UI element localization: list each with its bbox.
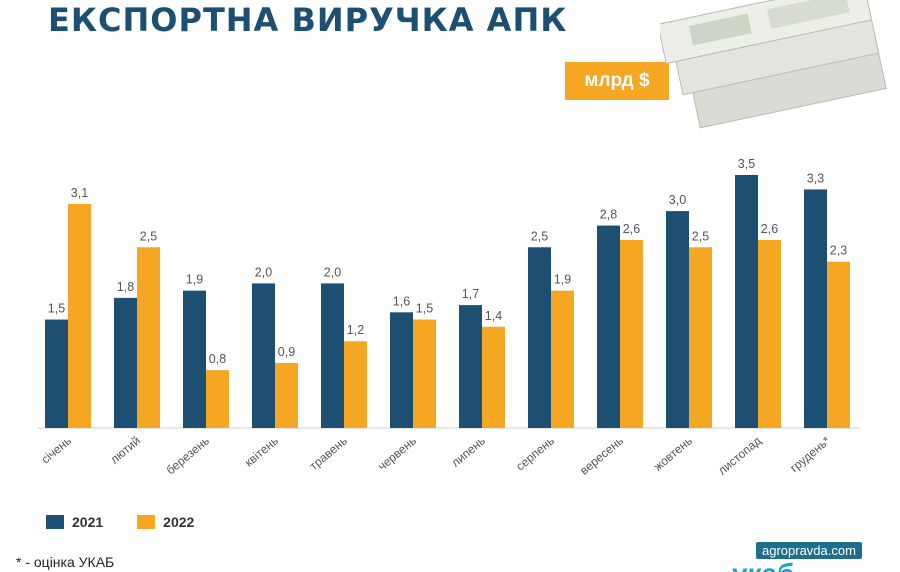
x-tick-label-9: вересень — [577, 434, 626, 478]
x-tick-label-5: травень — [307, 434, 350, 473]
legend-label-2021: 2021 — [72, 514, 104, 530]
value-label-2022-4: 0,9 — [278, 345, 295, 359]
legend-label-2022: 2022 — [163, 514, 195, 530]
x-tick-label-11: листопад — [715, 434, 764, 478]
legend-item-2021: 2021 — [46, 514, 103, 530]
x-tick-label-4: квітень — [242, 434, 281, 470]
bar-2022-4 — [275, 362, 298, 428]
bar-2021-7 — [459, 305, 482, 428]
bar-2022-9 — [620, 240, 643, 428]
value-label-2022-10: 2,5 — [692, 229, 709, 243]
value-label-2022-1: 3,1 — [71, 186, 88, 200]
x-tick-label-6: червень — [375, 434, 419, 474]
value-label-2022-7: 1,4 — [485, 309, 502, 323]
value-label-2021-12: 3,3 — [807, 171, 824, 185]
x-tick-label-7: липень — [448, 434, 487, 470]
legend-item-2022: 2022 — [137, 514, 194, 530]
x-tick-label-12: грудень* — [787, 433, 833, 475]
bar-2022-11 — [758, 240, 781, 428]
footnote: * - оцінка УКАБ — [16, 554, 115, 570]
legend-swatch-2021 — [46, 515, 64, 529]
bar-2022-1 — [68, 203, 91, 428]
chart-title: ЕКСПОРТНА ВИРУЧКА АПК — [48, 1, 568, 39]
watermark: agropravda.com — [756, 542, 862, 559]
x-tick-label-1: січень — [39, 434, 74, 467]
value-label-2022-11: 2,6 — [761, 222, 778, 236]
value-label-2021-10: 3,0 — [669, 193, 686, 207]
bar-2021-5 — [321, 283, 344, 428]
bar-2022-3 — [206, 370, 229, 428]
x-tick-label-2: лютий — [107, 434, 143, 467]
bar-2022-5 — [344, 341, 367, 428]
bar-2021-11 — [735, 174, 758, 428]
value-label-2021-2: 1,8 — [117, 280, 134, 294]
bar-2021-8 — [528, 247, 551, 428]
value-label-2021-7: 1,7 — [462, 287, 479, 301]
unit-badge: млрд $ — [565, 62, 669, 100]
value-label-2021-11: 3,5 — [738, 157, 755, 171]
bar-2021-6 — [390, 312, 413, 428]
legend-swatch-2022 — [137, 515, 156, 529]
bar-2021-9 — [597, 225, 620, 428]
bar-2021-2 — [114, 297, 137, 428]
value-label-2022-2: 2,5 — [140, 229, 157, 243]
bar-2021-12 — [804, 189, 827, 428]
bar-2022-12 — [827, 261, 850, 428]
value-label-2022-8: 1,9 — [554, 273, 571, 287]
value-label-2022-3: 0,8 — [209, 352, 226, 366]
value-label-2021-3: 1,9 — [186, 273, 203, 287]
value-label-2021-1: 1,5 — [48, 302, 65, 316]
bar-2021-4 — [252, 283, 275, 428]
value-label-2021-6: 1,6 — [393, 294, 410, 308]
bar-2022-7 — [482, 326, 505, 428]
value-label-2021-5: 2,0 — [324, 265, 341, 279]
x-tick-label-10: жовтень — [651, 434, 695, 474]
bar-2022-8 — [551, 290, 574, 428]
bar-2021-1 — [45, 319, 68, 428]
bar-2021-10 — [666, 211, 689, 428]
brand-logo: укаб — [732, 560, 832, 572]
value-label-2021-9: 2,8 — [600, 208, 617, 222]
value-label-2022-12: 2,3 — [830, 244, 847, 258]
x-tick-label-8: серпень — [513, 434, 557, 474]
bar-2022-2 — [137, 247, 160, 428]
x-tick-label-3: березень — [164, 434, 212, 478]
value-label-2022-9: 2,6 — [623, 222, 640, 236]
value-label-2022-5: 1,2 — [347, 323, 364, 337]
money-stack-icon — [660, 0, 887, 129]
bar-2022-10 — [689, 247, 712, 428]
value-label-2021-4: 2,0 — [255, 265, 272, 279]
value-label-2022-6: 1,5 — [416, 302, 433, 316]
bar-2022-6 — [413, 319, 436, 428]
value-label-2021-8: 2,5 — [531, 229, 548, 243]
legend: 2021 2022 — [46, 514, 228, 530]
bar-2021-3 — [183, 290, 206, 428]
bar-chart: 1,5 1,8 1,9 2,0 2,0 1,6 1,7 2,5 2,8 3,0 3,5 3,3 3,1 2… — [38, 157, 860, 478]
